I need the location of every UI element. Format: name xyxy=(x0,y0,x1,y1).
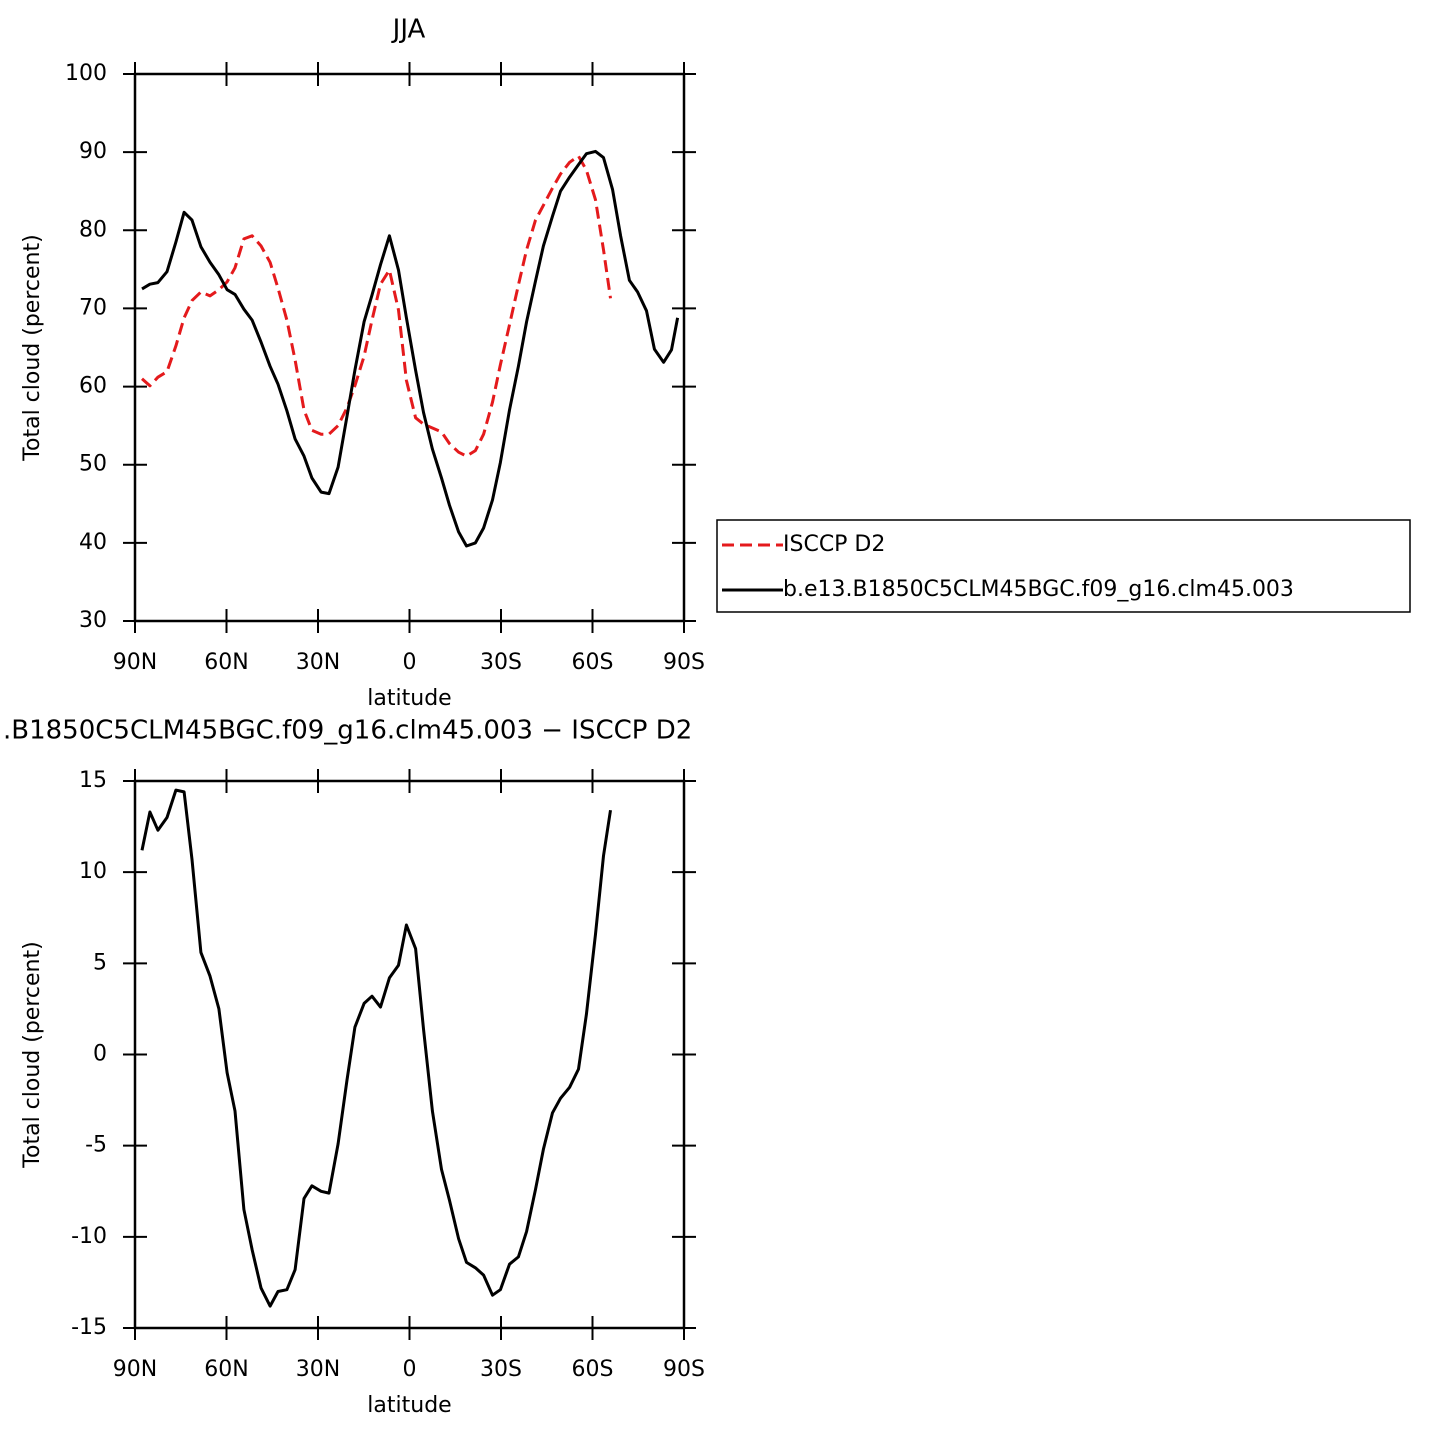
x-tick-label: 30S xyxy=(480,1357,522,1382)
y-tick-label: 60 xyxy=(79,374,107,399)
y-axis-label: Total cloud (percent) xyxy=(20,941,45,1168)
x-tick-label: 30N xyxy=(296,650,340,675)
x-tick-label: 60N xyxy=(204,1357,248,1382)
y-tick-label: 90 xyxy=(79,139,107,164)
x-tick-label: 60S xyxy=(572,1357,614,1382)
x-axis-label: latitude xyxy=(367,686,451,711)
y-tick-label: -5 xyxy=(85,1133,107,1158)
y-tick-label: 50 xyxy=(79,452,107,477)
x-tick-label: 0 xyxy=(403,1357,417,1382)
y-tick-label: 10 xyxy=(79,859,107,884)
y-tick-label: 30 xyxy=(79,608,107,633)
legend-label: ISCCP D2 xyxy=(783,532,885,557)
y-tick-label: 40 xyxy=(79,530,107,555)
series-line xyxy=(141,149,680,548)
plot-frame xyxy=(133,779,686,1330)
series-line xyxy=(140,788,612,1308)
y-tick-label: 15 xyxy=(79,768,107,793)
x-tick-label: 30S xyxy=(480,650,522,675)
y-tick-label: -10 xyxy=(71,1224,107,1249)
y-axis-label: Total cloud (percent) xyxy=(20,234,45,461)
chart-title: JJA xyxy=(391,15,426,45)
y-tick-label: 0 xyxy=(93,1042,107,1067)
x-tick-label: 30N xyxy=(296,1357,340,1382)
x-tick-label: 60N xyxy=(204,650,248,675)
x-tick-label: 90N xyxy=(113,650,157,675)
x-tick-label: 60S xyxy=(572,650,614,675)
x-tick-label: 90N xyxy=(113,1357,157,1382)
x-axis-label: latitude xyxy=(367,1393,451,1418)
chart-title: .B1850C5CLM45BGC.f09_g16.clm45.003 − ISC… xyxy=(3,716,692,746)
y-tick-label: 5 xyxy=(93,950,107,975)
legend-label: b.e13.B1850C5CLM45BGC.f09_g16.clm45.003 xyxy=(783,577,1294,602)
y-tick-label: 100 xyxy=(65,61,107,86)
series-line xyxy=(141,154,612,458)
plot-frame xyxy=(133,72,686,623)
y-tick-label: 80 xyxy=(79,217,107,242)
x-tick-label: 90S xyxy=(663,1357,705,1382)
y-tick-label: 70 xyxy=(79,295,107,320)
y-tick-label: -15 xyxy=(71,1315,107,1340)
x-tick-label: 90S xyxy=(663,650,705,675)
legend-box xyxy=(716,519,1411,613)
x-tick-label: 0 xyxy=(403,650,417,675)
